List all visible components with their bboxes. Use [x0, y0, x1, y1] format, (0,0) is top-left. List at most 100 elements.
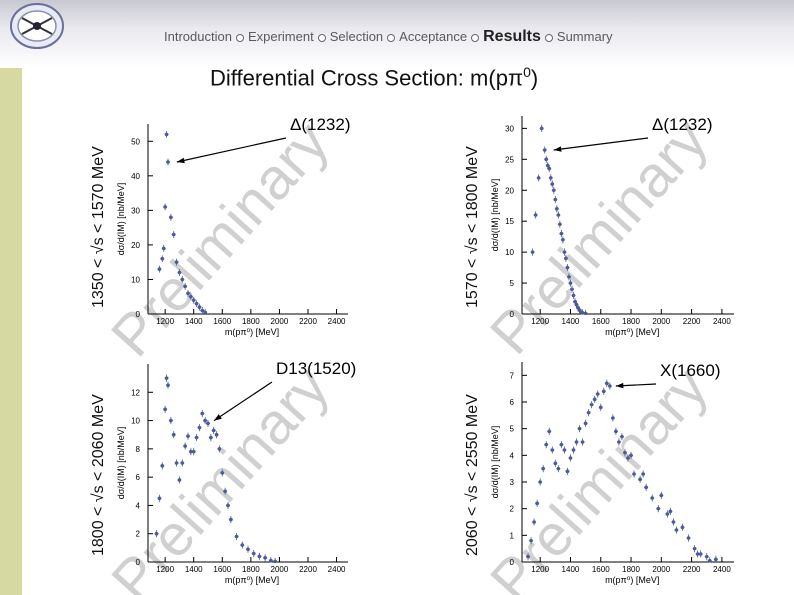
data-point [164, 132, 169, 137]
data-point [565, 265, 570, 270]
annotation-arrowhead [214, 414, 222, 421]
data-point [166, 160, 170, 164]
data-point [206, 421, 210, 426]
row-label-top-left: 1350 < √s < 1570 MeV [90, 146, 107, 308]
data-point [611, 416, 615, 420]
annotation-arrowhead [176, 157, 185, 164]
data-point [707, 558, 712, 563]
x-tick-label: 1800 [622, 565, 640, 574]
data-point [553, 461, 558, 466]
nav-item-introduction[interactable]: Introduction [164, 29, 232, 44]
y-tick-label: 4 [136, 501, 141, 510]
y-tick-label: 40 [131, 172, 140, 181]
data-point [226, 503, 230, 508]
nav-separator-dot [317, 33, 326, 42]
x-axis-label: m(pπ⁰) [MeV] [225, 575, 279, 585]
annotation-label: D13(1520) [276, 359, 356, 378]
data-point [169, 215, 173, 220]
data-point [220, 471, 225, 475]
data-point [263, 555, 267, 560]
x-tick-label: 2000 [652, 565, 670, 574]
data-point [547, 429, 552, 434]
x-tick-label: 2000 [271, 565, 289, 574]
data-point [191, 298, 196, 302]
y-tick-label: 6 [510, 398, 515, 407]
data-point [714, 557, 718, 562]
data-point [589, 402, 594, 407]
x-tick-label: 2400 [713, 565, 731, 574]
data-point [189, 449, 193, 454]
x-tick-label: 1600 [213, 565, 231, 574]
data-point [704, 554, 709, 559]
data-point [154, 531, 159, 536]
data-point [623, 450, 627, 455]
data-point [166, 383, 170, 388]
row-label-bottom-left: 1800 < √s < 2060 MeV [90, 394, 107, 556]
data-point [157, 267, 162, 271]
x-tick-label: 1600 [213, 317, 231, 326]
experiment-logo-icon [10, 3, 64, 49]
data-point [592, 397, 597, 402]
data-point [556, 213, 561, 217]
x-tick-label: 1800 [622, 317, 640, 326]
data-point [174, 461, 179, 465]
y-tick-label: 10 [131, 275, 140, 284]
row-label-top-right: 1570 < √s < 1800 MeV [464, 146, 481, 308]
x-axis-label: m(pπ⁰) [MeV] [225, 327, 279, 337]
data-point [571, 448, 576, 452]
data-point [186, 434, 190, 438]
data-point [680, 525, 685, 530]
data-point [561, 237, 565, 242]
data-point [273, 559, 277, 564]
data-point [626, 456, 630, 460]
data-point [191, 449, 196, 454]
y-tick-label: 2 [136, 530, 141, 539]
data-point [617, 440, 621, 444]
data-point [598, 405, 603, 410]
x-tick-label: 2200 [683, 317, 701, 326]
x-tick-label: 1200 [531, 565, 549, 574]
x-tick-label: 1600 [592, 565, 610, 574]
data-point [544, 442, 549, 447]
data-point [568, 456, 573, 460]
data-point [629, 453, 633, 458]
x-tick-label: 1200 [156, 317, 174, 326]
data-point [541, 466, 545, 471]
y-tick-label: 50 [131, 137, 140, 146]
data-point [641, 472, 645, 476]
data-point [559, 231, 564, 236]
nav-item-experiment[interactable]: Experiment [247, 29, 314, 44]
data-point [692, 546, 697, 551]
nav-item-selection[interactable]: Selection [329, 29, 384, 44]
nav-item-summary[interactable]: Summary [556, 29, 613, 44]
y-tick-label: 0 [510, 558, 515, 567]
data-point [203, 310, 207, 315]
y-tick-label: 30 [131, 206, 140, 215]
data-point [532, 520, 536, 524]
header-bar [0, 0, 794, 68]
y-axis-label: dσ/d(IM) [nb/MeV] [116, 427, 126, 500]
data-point [574, 440, 579, 444]
data-point [526, 554, 530, 559]
y-axis-label: dσ/d(IM) [nb/MeV] [490, 426, 500, 499]
data-point [595, 392, 600, 396]
data-point [571, 293, 576, 298]
data-point [180, 461, 185, 465]
data-point [257, 554, 262, 559]
data-point [671, 520, 676, 524]
watermark-text: Preliminary [99, 110, 341, 369]
annotation-arrowhead [615, 382, 624, 389]
data-point [157, 496, 162, 501]
data-point [550, 182, 555, 186]
data-point [234, 534, 239, 539]
data-point [169, 418, 173, 423]
data-point [545, 163, 550, 168]
nav-item-results[interactable]: Results [483, 28, 541, 45]
data-point [659, 493, 664, 498]
nav-item-acceptance[interactable]: Acceptance [399, 29, 468, 44]
data-point [552, 188, 556, 193]
data-point [529, 538, 533, 543]
data-point [550, 448, 555, 452]
watermark-text: Preliminary [478, 355, 720, 595]
